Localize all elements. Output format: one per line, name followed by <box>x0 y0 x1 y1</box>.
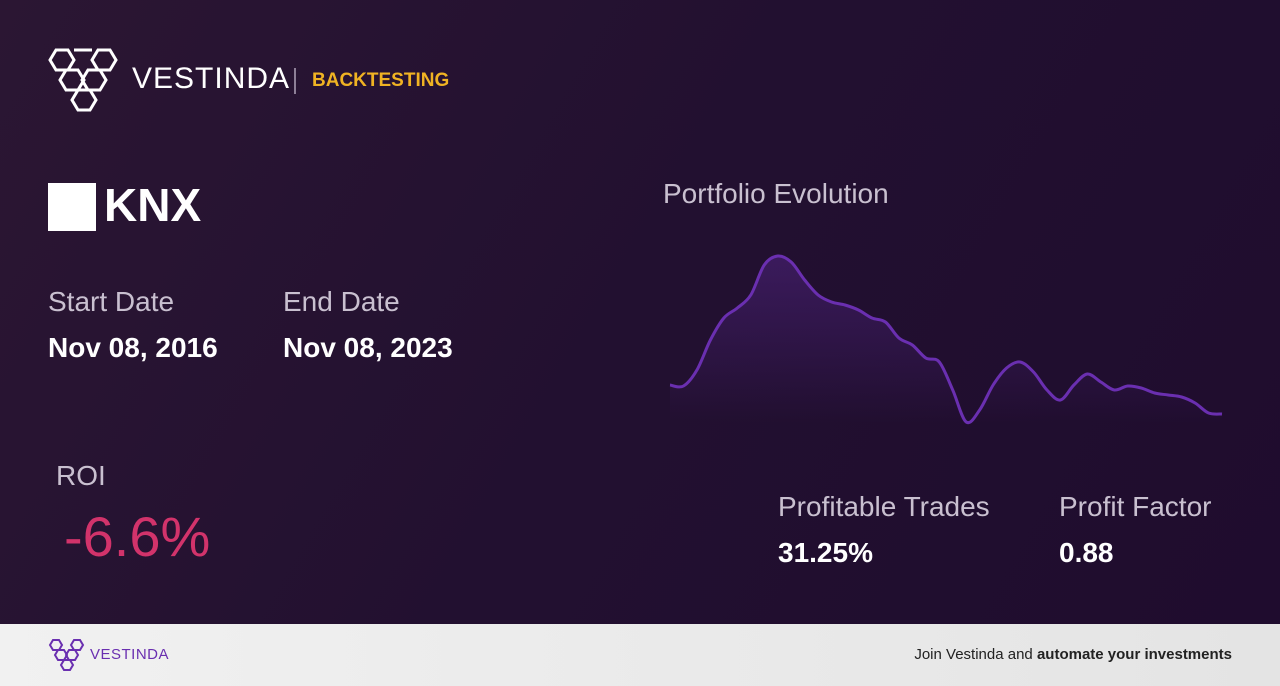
chart <box>669 254 1223 425</box>
area <box>670 255 1222 423</box>
trades-value: 31.25% <box>778 537 873 568</box>
logo <box>48 48 118 112</box>
roi-value: -6.6% <box>64 505 211 568</box>
footer-text: Join Vestinda and <box>914 646 1033 663</box>
footer: VESTINDA Join Vestinda and automate your… <box>0 624 1280 686</box>
end-label: End Date <box>283 286 400 317</box>
divider <box>294 68 296 94</box>
card: VESTINDA BACKTESTING KNX Start Date Nov … <box>0 0 1280 624</box>
footer-cta: Join Vestinda and automate your investme… <box>914 646 1232 663</box>
footer-bold: automate your investments <box>1036 646 1232 663</box>
brand: VESTINDA <box>132 62 291 95</box>
ticker-icon <box>48 183 96 231</box>
end-value: Nov 08, 2023 <box>283 332 453 363</box>
factor-label: Profit Factor <box>1059 491 1212 522</box>
trades-label: Profitable Trades <box>778 491 990 522</box>
chart-title: Portfolio Evolution <box>663 178 889 209</box>
start-value: Nov 08, 2016 <box>48 332 218 363</box>
footer-logo <box>48 639 85 671</box>
section: BACKTESTING <box>312 70 450 91</box>
factor-value: 0.88 <box>1059 537 1114 568</box>
start-label: Start Date <box>48 286 175 317</box>
ticker: KNX <box>104 179 202 231</box>
line <box>669 254 1223 425</box>
roi-label: ROI <box>56 460 106 491</box>
footer-brand: VESTINDA <box>90 646 170 663</box>
